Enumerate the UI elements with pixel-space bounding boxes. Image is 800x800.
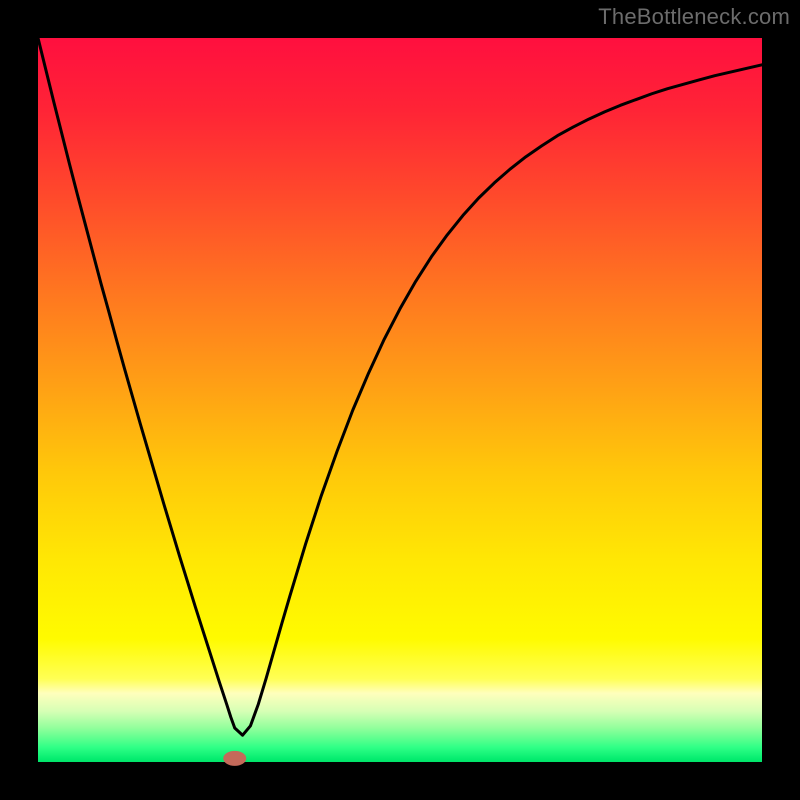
bottleneck-chart bbox=[0, 0, 800, 800]
chart-stage: TheBottleneck.com bbox=[0, 0, 800, 800]
sweet-spot-marker bbox=[224, 751, 246, 765]
plot-background bbox=[38, 38, 762, 762]
attribution-label: TheBottleneck.com bbox=[598, 4, 790, 30]
